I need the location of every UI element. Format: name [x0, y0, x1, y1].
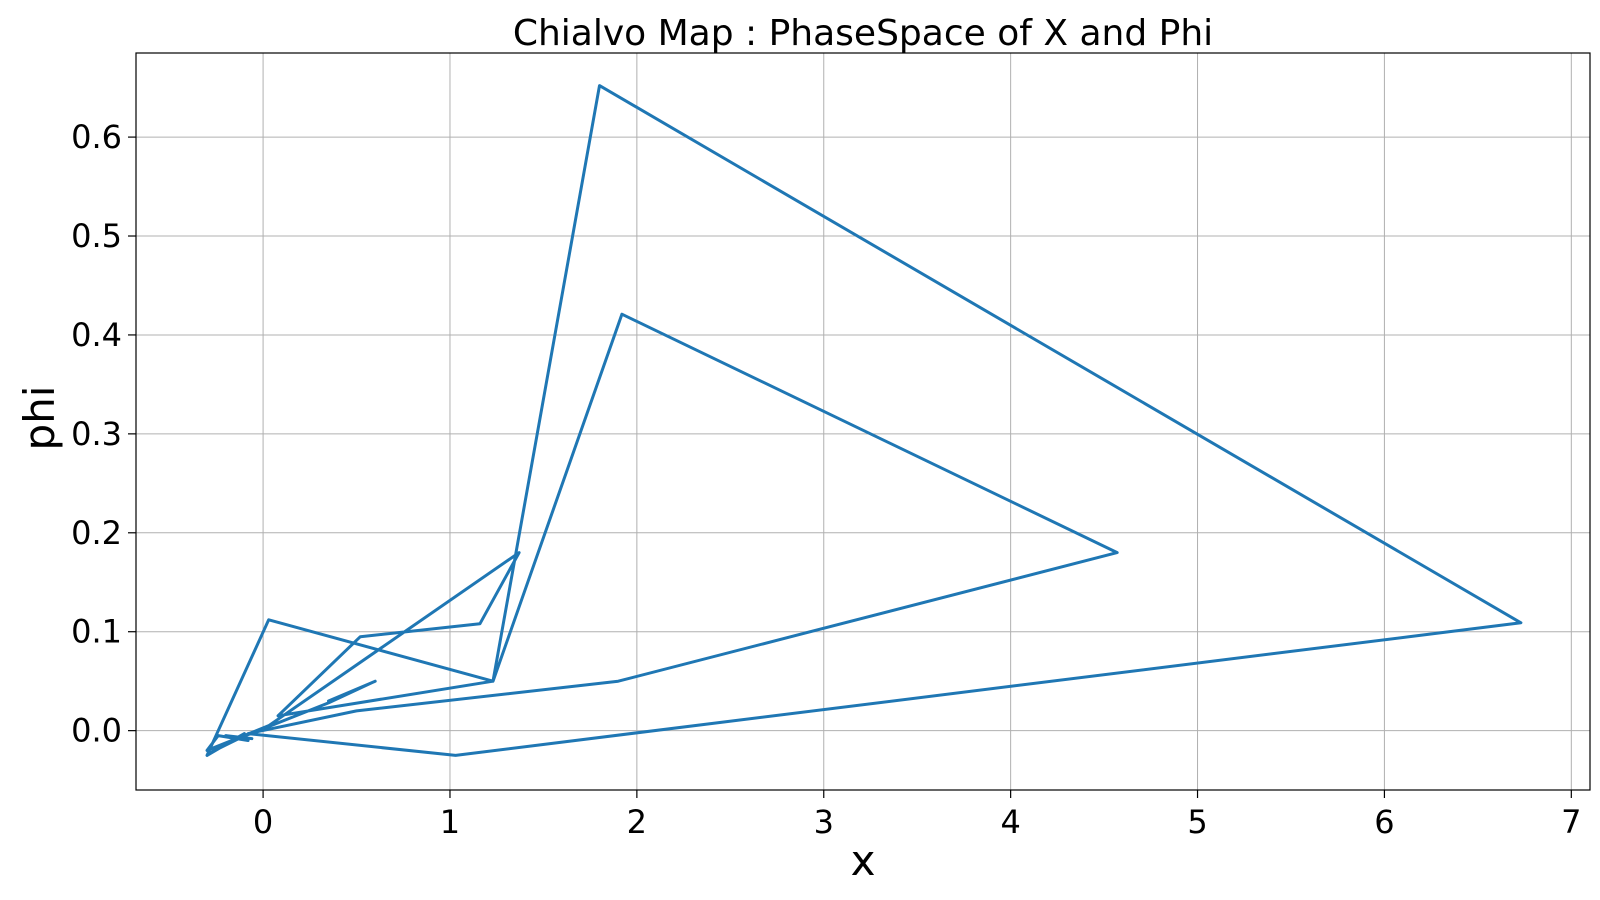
y-tick-label: 0.1 [71, 613, 122, 651]
grid-lines [136, 53, 1590, 790]
y-tick-label: 0.0 [71, 712, 122, 750]
plot-frame [135, 52, 1591, 791]
chart-title: Chialvo Map : PhaseSpace of X and Phi [513, 13, 1213, 54]
y-tick-label: 0.4 [71, 316, 122, 354]
y-tick-label: 0.2 [71, 514, 122, 552]
x-tick-label: 1 [440, 803, 460, 841]
axis-ticks: 0 1 2 3 4 5 6 7 0.0 0.1 0.2 0.3 0.4 0.5 0.6 [71, 118, 1581, 841]
x-tick-label: 0 [253, 803, 273, 841]
y-tick-label: 0.5 [71, 217, 122, 255]
y-axis-label: phi [15, 386, 64, 451]
y-tick-label: 0.6 [71, 118, 122, 156]
x-tick-label: 6 [1374, 803, 1394, 841]
phase-space-trajectory [205, 84, 1523, 757]
x-tick-label: 4 [1000, 803, 1020, 841]
y-tick-label: 0.3 [71, 415, 122, 453]
x-tick-label: 5 [1187, 803, 1207, 841]
x-tick-label: 3 [814, 803, 834, 841]
x-tick-label: 2 [627, 803, 647, 841]
x-tick-label: 7 [1561, 803, 1581, 841]
data-layer [205, 84, 1523, 757]
x-axis-label: x [851, 836, 876, 885]
